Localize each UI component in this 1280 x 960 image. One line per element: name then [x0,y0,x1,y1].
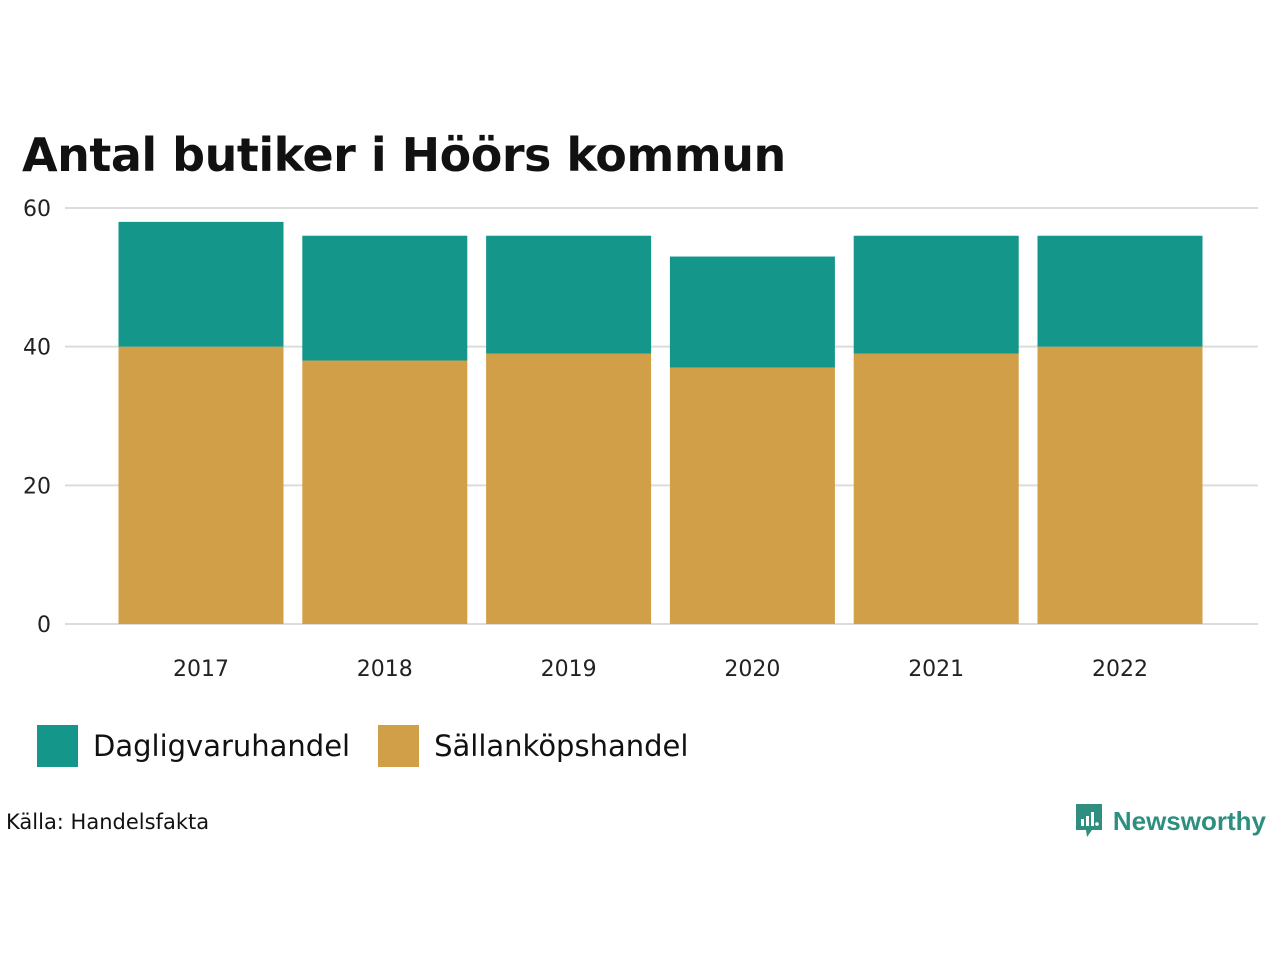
y-tick-label: 20 [23,474,51,499]
chart-plot: 0 20 40 60 2017 2018 2019 2020 2021 2022 [23,197,1258,682]
bar-2018-sllankpshandel [302,360,468,624]
y-tick-label: 0 [37,613,51,638]
bar-2019-dagligvaruhandel [486,235,652,354]
x-tick-label: 2020 [724,657,780,682]
x-tick-label: 2019 [541,657,597,682]
bar-2021-dagligvaruhandel [853,235,1019,354]
bar-2021-sllankpshandel [853,353,1019,624]
newsworthy-logo: Newsworthy [1075,803,1266,839]
bar-2020-dagligvaruhandel [669,256,835,368]
x-tick-label: 2017 [173,657,229,682]
x-axis-labels: 2017 2018 2019 2020 2021 2022 [173,657,1148,682]
x-tick-label: 2018 [357,657,413,682]
bar-2017-dagligvaruhandel [118,221,284,347]
newsworthy-logo-icon [1075,804,1102,837]
bar-2022-sllankpshandel [1037,346,1203,624]
source-note: Källa: Handelsfakta [6,810,210,834]
bar-2020-sllankpshandel [669,367,835,624]
newsworthy-logo-text: Newsworthy [1112,805,1266,836]
bar-2017-sllankpshandel [118,346,284,624]
legend-label-dagligvaruhandel: Dagligvaruhandel [93,729,351,763]
bars [118,221,1203,624]
legend-item-sallankopshandel: Sällanköpshandel [378,725,688,767]
x-tick-label: 2021 [908,657,964,682]
bar-2018-dagligvaruhandel [302,235,468,361]
legend-swatch-sallankopshandel [378,725,420,767]
y-tick-label: 60 [23,197,51,222]
chart-title: Antal butiker i Höörs kommun [22,128,786,182]
legend-swatch-dagligvaruhandel [37,725,78,767]
legend: Dagligvaruhandel Sällanköpshandel [37,725,716,767]
legend-item-dagligvaruhandel: Dagligvaruhandel [37,725,350,767]
bar-2022-dagligvaruhandel [1037,235,1203,347]
legend-label-sallankopshandel: Sällanköpshandel [434,729,689,763]
x-tick-label: 2022 [1092,657,1148,682]
y-tick-label: 40 [23,336,51,361]
y-axis-labels: 0 20 40 60 [23,197,51,638]
bar-2019-sllankpshandel [486,353,652,624]
